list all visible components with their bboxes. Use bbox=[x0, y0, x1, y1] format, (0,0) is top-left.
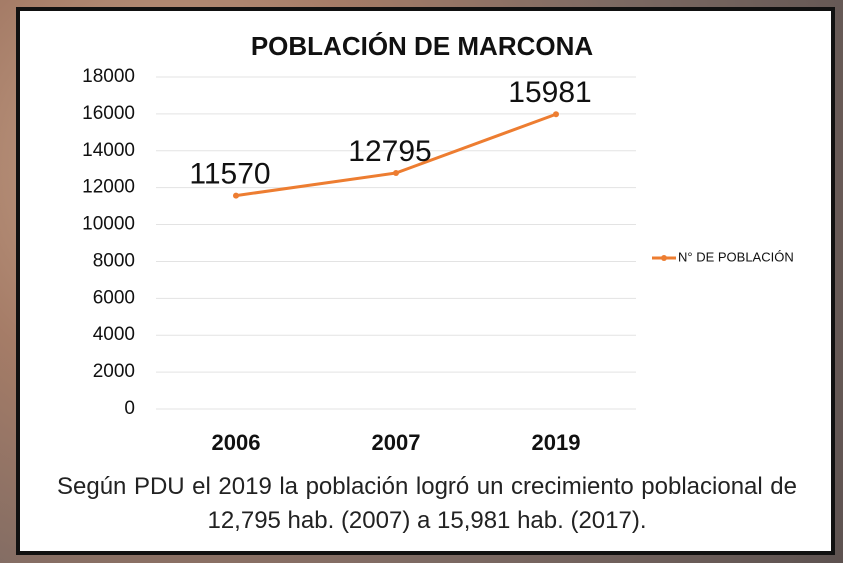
y-tick-label: 4000 bbox=[93, 324, 135, 345]
caption: Según PDU el 2019 la población logró un … bbox=[57, 473, 797, 534]
data-label: 15981 bbox=[508, 76, 591, 109]
point bbox=[233, 192, 239, 199]
x-tick-label: 2019 bbox=[532, 430, 581, 455]
chart-frame bbox=[16, 7, 835, 555]
y-tick-label: 0 bbox=[124, 398, 135, 419]
legend-marker bbox=[661, 255, 667, 261]
data-label: 12795 bbox=[348, 135, 431, 168]
y-tick-label: 6000 bbox=[93, 287, 135, 308]
x-tick-label: 2006 bbox=[212, 430, 261, 455]
chart-title: POBLACIÓN DE MARCONA bbox=[251, 31, 594, 61]
y-tick-label: 18000 bbox=[82, 66, 135, 87]
legend-label: N° DE POBLACIÓN bbox=[678, 249, 794, 264]
point bbox=[393, 170, 399, 177]
x-tick-label: 2007 bbox=[372, 430, 421, 455]
data-label: 11570 bbox=[189, 158, 270, 191]
point bbox=[553, 111, 559, 118]
y-tick-label: 14000 bbox=[82, 140, 135, 161]
y-tick-label: 12000 bbox=[82, 177, 135, 198]
y-tick-label: 16000 bbox=[82, 103, 135, 124]
y-tick-label: 8000 bbox=[93, 250, 135, 271]
y-tick-label: 10000 bbox=[82, 214, 135, 235]
y-tick-label: 2000 bbox=[93, 361, 135, 382]
chart: POBLACIÓN DE MARCONA 0 2000 4000 6000 8000 10… bbox=[82, 31, 794, 455]
